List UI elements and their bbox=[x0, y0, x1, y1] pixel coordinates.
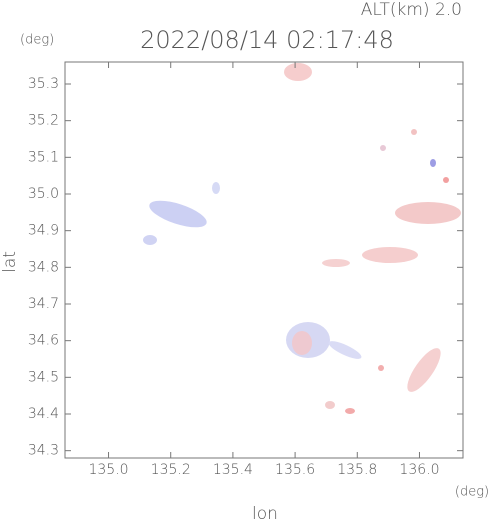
y-tick-label: 34.5 bbox=[28, 369, 59, 385]
chart-title: 2022/08/14 02:17:48 bbox=[140, 26, 394, 54]
y-tick-label: 34.6 bbox=[28, 333, 59, 349]
x-tick-label: 135.0 bbox=[88, 462, 128, 478]
y-axis-label: lat bbox=[0, 251, 20, 273]
y-tick-label: 35.2 bbox=[28, 113, 59, 129]
y-tick-label: 34.4 bbox=[28, 406, 59, 422]
x-unit: (deg) bbox=[455, 485, 489, 500]
y-tick-label: 35.3 bbox=[28, 76, 59, 92]
echo bbox=[380, 145, 386, 151]
echo bbox=[362, 247, 418, 263]
echo bbox=[345, 408, 355, 414]
x-tick-label: 135.4 bbox=[213, 462, 253, 478]
echo bbox=[443, 177, 449, 183]
echo bbox=[328, 341, 362, 359]
echo bbox=[284, 63, 312, 81]
y-tick-label: 35.0 bbox=[28, 186, 59, 202]
echo bbox=[149, 200, 207, 228]
echo bbox=[407, 348, 441, 392]
y-unit: (deg) bbox=[20, 33, 54, 48]
x-tick-label: 135.6 bbox=[275, 462, 315, 478]
echo-field bbox=[143, 63, 461, 414]
echo bbox=[378, 365, 384, 371]
echo bbox=[430, 159, 436, 167]
y-tick-label: 34.3 bbox=[28, 443, 59, 459]
x-tick-label: 136.0 bbox=[399, 462, 439, 478]
y-tick-label: 34.8 bbox=[28, 259, 59, 275]
echo bbox=[325, 401, 335, 409]
x-axis-label: lon bbox=[252, 504, 278, 521]
echo bbox=[212, 182, 220, 194]
altitude-label: ALT(km) 2.0 bbox=[361, 0, 462, 20]
plot-frame bbox=[64, 61, 464, 459]
x-tick-label: 135.8 bbox=[337, 462, 377, 478]
echo bbox=[395, 202, 461, 224]
echo bbox=[322, 259, 350, 267]
y-tick-label: 34.9 bbox=[28, 223, 59, 239]
echo bbox=[411, 129, 417, 135]
echo bbox=[292, 331, 312, 355]
y-tick-label: 34.7 bbox=[28, 296, 59, 312]
y-tick-label: 35.1 bbox=[28, 149, 59, 165]
x-tick-label: 135.2 bbox=[151, 462, 191, 478]
echo bbox=[143, 235, 157, 245]
